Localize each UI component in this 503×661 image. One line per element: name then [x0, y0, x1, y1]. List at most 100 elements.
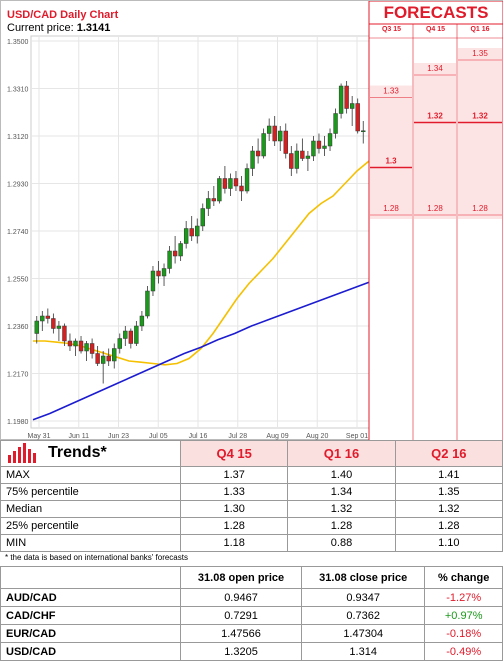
forecast-value: 1.32	[427, 112, 443, 121]
candle-up	[200, 208, 205, 227]
trends-cell: 1.37	[179, 465, 289, 484]
x-tick-label: Jun 11	[69, 433, 90, 440]
candle-up	[178, 243, 183, 257]
candle-down	[67, 340, 73, 347]
candle-up	[244, 168, 250, 192]
forecast-value: 1.28	[427, 204, 443, 213]
trends-cell: 1.18	[179, 533, 289, 553]
candle-up	[338, 85, 344, 114]
pairs-header-blank	[0, 566, 181, 589]
trends-col-q4-15: Q4 15	[179, 440, 289, 467]
candle-down	[300, 150, 305, 159]
x-tick-label: Jul 28	[228, 433, 247, 440]
y-tick-label: 1.2740	[7, 229, 29, 236]
pair-pair-cell: AUD/CAD	[0, 588, 181, 607]
y-tick-label: 1.2930	[7, 182, 29, 189]
trends-row: 75% percentile 1.33 1.34 1.35	[0, 482, 503, 501]
trends-cell: 1.34	[287, 482, 396, 501]
candle-down	[62, 325, 67, 342]
y-tick-label: 1.2170	[7, 372, 29, 379]
trends-col-q2-16: Q2 16	[394, 440, 503, 467]
candle-up	[311, 140, 316, 157]
pairs-col-change: % change	[424, 566, 503, 589]
candle-down	[239, 185, 244, 192]
candle-down	[89, 343, 95, 354]
forecast-range-band	[370, 85, 412, 219]
current-price-label: Current price:	[7, 22, 77, 34]
x-tick-label: May 31	[28, 433, 51, 440]
y-tick-label: 1.2360	[7, 324, 29, 331]
x-tick-label: Jun 23	[108, 433, 129, 440]
candle-up	[228, 178, 233, 189]
candle-up	[250, 150, 255, 169]
candle-up	[73, 340, 78, 347]
trends-cell: 0.88	[287, 533, 396, 553]
candle-up	[139, 315, 145, 327]
pair-change-cell: -1.27%	[424, 588, 503, 607]
pair-row: AUD/CAD 0.9467 0.9347 -1.27%	[0, 588, 503, 607]
forecast-range-band	[458, 48, 502, 219]
candle-up	[40, 315, 45, 322]
current-price: Current price: 1.3141	[7, 22, 110, 34]
chart-title: USD/CAD Daily Chart	[7, 9, 119, 21]
pair-pair-cell: EUR/CAD	[0, 624, 181, 643]
trends-row: Median 1.30 1.32 1.32	[0, 499, 503, 518]
y-tick-label: 1.3310	[7, 87, 29, 94]
candle-down	[172, 250, 178, 257]
candle-up	[112, 348, 117, 362]
candle-down	[45, 315, 51, 319]
candle-down	[344, 85, 349, 109]
usdcad-chart-panel: 1.3500 1.3310 1.3120 1.2930 1.2740 1.2550 1.23…	[0, 0, 503, 441]
candle-up	[56, 325, 62, 329]
price-chart: 1.3500 1.3310 1.3120 1.2930 1.2740 1.2550 1.23…	[7, 1, 503, 441]
moving-average-slow-line	[32, 281, 370, 421]
pair-pair-cell: USD/CAD	[0, 642, 181, 661]
forecast-value: 1.32	[472, 112, 488, 121]
pair-close-cell: 1.314	[301, 642, 426, 661]
candle-down	[272, 125, 277, 142]
trends-row: MAX 1.37 1.40 1.41	[0, 465, 503, 484]
trends-row: 25% percentile 1.28 1.28 1.28	[0, 516, 503, 535]
trends-col-q1-16: Q1 16	[287, 440, 396, 467]
candle-up	[34, 320, 39, 334]
candle-up	[183, 228, 189, 244]
forecast-value: 1.34	[427, 64, 443, 73]
trends-cell: 1.35	[394, 482, 503, 501]
candle-up	[278, 130, 283, 142]
trends-row-label: 25% percentile	[0, 516, 181, 535]
candle-up	[117, 338, 122, 349]
candle-up	[294, 150, 300, 169]
trends-cell: 1.40	[287, 465, 396, 484]
candle-down	[222, 178, 228, 189]
trends-header: Trends*	[0, 440, 181, 467]
candle-up	[206, 198, 211, 209]
candle-up	[167, 250, 172, 269]
trends-cell: 1.33	[179, 482, 289, 501]
x-tick-label: Jul 16	[189, 433, 208, 440]
candle-up	[261, 133, 266, 157]
candle-up	[327, 133, 333, 147]
candle-down	[106, 355, 111, 362]
candle-up	[217, 178, 222, 202]
x-tick-label: Aug 20	[306, 433, 328, 440]
pairs-col-close: 31.08 close price	[301, 566, 426, 589]
trends-footnote: * the data is based on international ban…	[5, 553, 188, 562]
trends-cell: 1.28	[287, 516, 396, 535]
forecast-value: 1.33	[383, 87, 399, 96]
trends-cell: 1.28	[394, 516, 503, 535]
y-tick-label: 1.2550	[7, 277, 29, 284]
pair-change-cell: -0.18%	[424, 624, 503, 643]
candle-down	[283, 130, 288, 154]
candle-up	[161, 268, 167, 277]
candle-up	[333, 113, 338, 134]
candle-up	[145, 290, 150, 317]
candle-down	[316, 140, 322, 149]
y-tick-label: 1.3120	[7, 134, 29, 141]
pair-pair-cell: CAD/CHF	[0, 606, 181, 625]
candle-up	[195, 225, 200, 237]
forecast-col-q4-15: Q4 15	[425, 26, 446, 33]
pairs-col-open: 31.08 open price	[179, 566, 303, 589]
pair-change-cell: -0.49%	[424, 642, 503, 661]
x-tick-label: Sep 01	[346, 433, 368, 440]
trends-cell: 1.28	[179, 516, 289, 535]
